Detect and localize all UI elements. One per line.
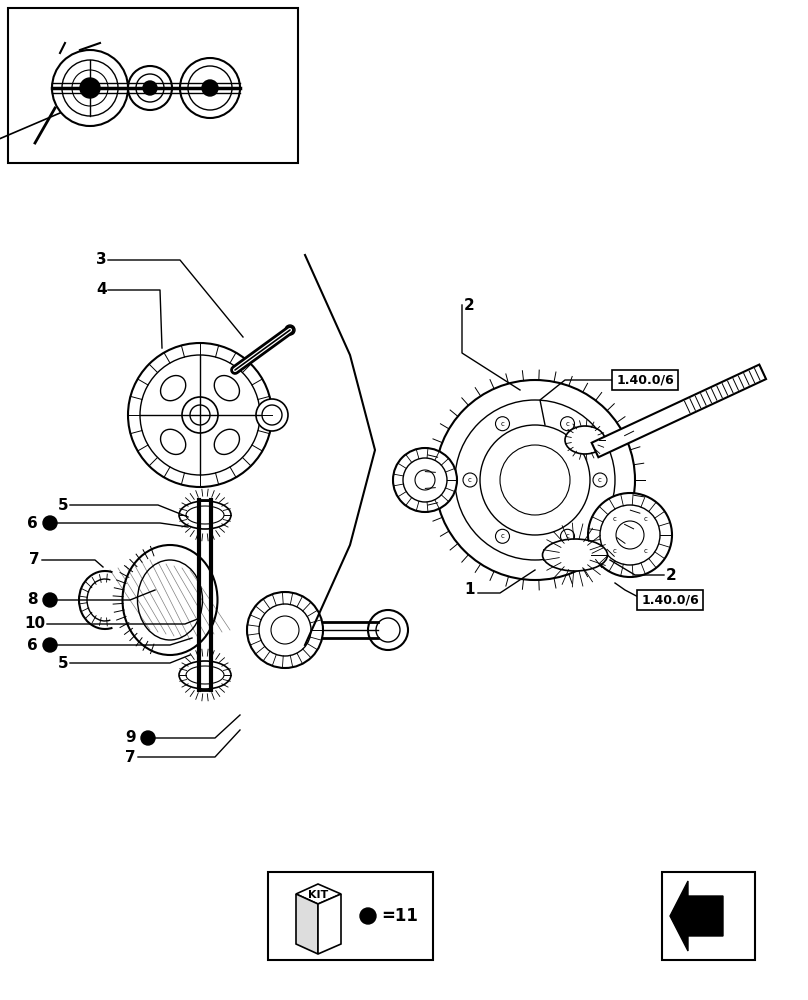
Polygon shape xyxy=(318,894,341,954)
Circle shape xyxy=(43,516,57,530)
Text: 7: 7 xyxy=(29,552,40,568)
Circle shape xyxy=(403,458,447,502)
Text: c: c xyxy=(598,477,602,483)
Circle shape xyxy=(128,343,272,487)
Ellipse shape xyxy=(179,661,231,689)
Text: 10: 10 xyxy=(24,616,45,632)
Text: 5: 5 xyxy=(57,497,68,512)
Circle shape xyxy=(500,445,570,515)
Ellipse shape xyxy=(214,376,239,401)
Ellipse shape xyxy=(137,560,203,640)
Text: 1: 1 xyxy=(464,582,474,597)
Circle shape xyxy=(495,529,510,543)
Circle shape xyxy=(141,731,155,745)
Text: c: c xyxy=(566,421,570,427)
Circle shape xyxy=(593,473,607,487)
Text: 6: 6 xyxy=(27,516,38,530)
Text: c: c xyxy=(501,421,504,427)
Circle shape xyxy=(480,425,590,535)
Polygon shape xyxy=(296,894,318,954)
Text: c: c xyxy=(468,477,472,483)
Text: =11: =11 xyxy=(381,907,418,925)
Ellipse shape xyxy=(161,429,186,454)
Text: c: c xyxy=(612,548,617,554)
Ellipse shape xyxy=(179,501,231,529)
Text: 1.40.0/6: 1.40.0/6 xyxy=(617,373,674,386)
Circle shape xyxy=(616,521,644,549)
Polygon shape xyxy=(296,884,341,904)
Circle shape xyxy=(463,473,477,487)
Ellipse shape xyxy=(186,666,224,684)
Circle shape xyxy=(360,908,376,924)
Ellipse shape xyxy=(123,545,217,655)
Circle shape xyxy=(143,81,157,95)
Circle shape xyxy=(561,417,574,431)
Text: c: c xyxy=(501,533,504,539)
Circle shape xyxy=(588,493,672,577)
Text: c: c xyxy=(644,548,647,554)
Circle shape xyxy=(415,470,435,490)
Text: 2: 2 xyxy=(464,298,475,312)
Circle shape xyxy=(393,448,457,512)
Circle shape xyxy=(247,592,323,668)
Text: 5: 5 xyxy=(57,656,68,670)
Circle shape xyxy=(455,400,615,560)
Text: c: c xyxy=(612,516,617,522)
Circle shape xyxy=(376,618,400,642)
Circle shape xyxy=(259,604,311,656)
Polygon shape xyxy=(591,365,766,457)
Circle shape xyxy=(561,529,574,543)
Circle shape xyxy=(495,417,510,431)
Bar xyxy=(268,872,433,960)
Circle shape xyxy=(182,397,218,433)
Ellipse shape xyxy=(214,429,239,454)
Text: 7: 7 xyxy=(125,750,136,764)
Text: 2: 2 xyxy=(666,568,677,582)
Circle shape xyxy=(80,78,100,98)
Text: 9: 9 xyxy=(125,730,136,746)
Circle shape xyxy=(285,325,295,335)
Ellipse shape xyxy=(186,506,224,524)
Circle shape xyxy=(202,80,218,96)
Ellipse shape xyxy=(565,426,605,454)
Circle shape xyxy=(600,505,660,565)
Text: 8: 8 xyxy=(27,592,38,607)
Ellipse shape xyxy=(542,539,608,571)
Text: c: c xyxy=(566,533,570,539)
Text: 4: 4 xyxy=(96,282,107,298)
Text: 6: 6 xyxy=(27,638,38,652)
Circle shape xyxy=(271,616,299,644)
Bar xyxy=(8,8,298,163)
Text: c: c xyxy=(644,516,647,522)
Text: 3: 3 xyxy=(96,252,107,267)
Circle shape xyxy=(256,399,288,431)
Circle shape xyxy=(368,610,408,650)
Ellipse shape xyxy=(161,376,186,401)
Bar xyxy=(662,872,755,960)
Circle shape xyxy=(43,593,57,607)
Text: KIT: KIT xyxy=(308,890,328,900)
Text: 1.40.0/6: 1.40.0/6 xyxy=(641,593,699,606)
Circle shape xyxy=(435,380,635,580)
Circle shape xyxy=(140,355,260,475)
Circle shape xyxy=(43,638,57,652)
Polygon shape xyxy=(670,881,723,951)
